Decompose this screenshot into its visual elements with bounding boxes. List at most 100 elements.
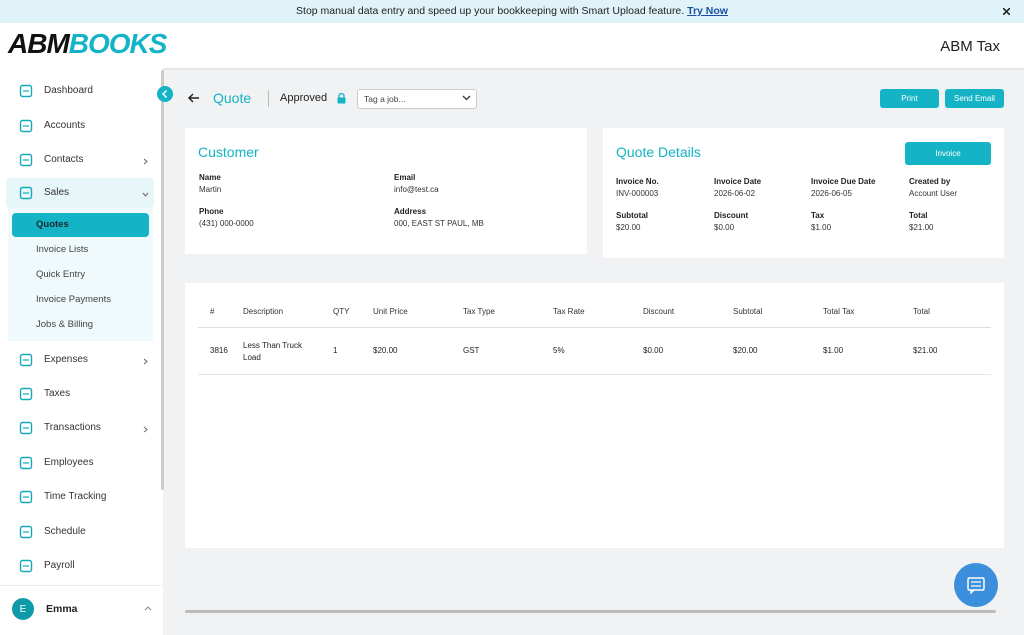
nav-icon [19,490,33,504]
quote-details-title: Quote Details [616,144,701,160]
sub-item[interactable]: Quotes [36,219,69,230]
sidebar [0,68,163,634]
field-value: info@test.ca [394,185,439,194]
sub-item[interactable]: Invoice Lists [36,244,89,255]
nav-item[interactable]: Transactions [44,422,101,433]
active-subitem-bg[interactable] [12,213,149,237]
field-label: Tax [811,211,825,220]
header [0,23,1024,68]
field-label: Subtotal [616,211,648,220]
column-header: Discount [643,307,675,316]
column-header: QTY [333,307,350,316]
column-header: Tax Type [463,307,495,316]
user-name: Emma [46,603,78,615]
field-label: Name [199,173,221,182]
nav-icon [19,186,33,200]
nav-item[interactable]: Contacts [44,154,84,165]
select-chevron [462,95,471,101]
collapse-sidebar[interactable] [157,86,173,102]
field-label: Invoice Due Date [811,177,876,186]
field-label: Email [394,173,416,182]
avatar: E [12,598,34,620]
logo-abm: ABM [8,28,70,59]
sub-item[interactable]: Quick Entry [36,269,86,280]
field-value: $20.00 [616,223,641,232]
field-label: Created by [909,177,951,186]
sidebar-scrollbar [161,70,164,490]
lock-icon [337,93,346,104]
banner-message: Stop manual data entry and speed up your… [296,5,685,17]
nav-chevron [143,426,148,433]
field-value: Account User [909,189,958,198]
field-label: Discount [714,211,749,220]
nav-icon [19,456,33,470]
nav-icon [19,119,33,133]
table-cell: GST [463,346,480,355]
field-value: 2026-06-02 [714,189,755,198]
nav-item[interactable]: Employees [44,457,94,468]
nav-item[interactable]: Payroll [44,560,75,571]
banner-text: Stop manual data entry and speed up your… [0,5,1024,17]
chat-button[interactable] [953,562,999,608]
nav-item[interactable]: Expenses [44,354,88,365]
logo-books: BOOKS [68,28,168,59]
field-value: (431) 000-0000 [199,219,254,228]
nav-icon [19,84,33,98]
nav-item[interactable]: Time Tracking [44,491,107,502]
nav-icon [19,421,33,435]
field-label: Address [394,207,427,216]
nav-icon [19,387,33,401]
field-value: Martin [199,185,222,194]
print-button[interactable]: Print [880,89,939,108]
company-name[interactable]: ABM Tax [940,38,1000,55]
nav-chevron [143,358,148,365]
field-value: $21.00 [909,223,934,232]
tag-job-select[interactable] [357,89,477,109]
nav-item[interactable]: Schedule [44,526,86,537]
column-header: Total [913,307,930,316]
nav-item[interactable]: Taxes [44,388,71,399]
logo[interactable]: ABMBOOKS [8,28,168,60]
back-arrow[interactable] [188,93,200,103]
field-value: 000, EAST ST PAUL, MB [394,219,484,228]
nav-icon [19,559,33,573]
field-label: Total [909,211,928,220]
column-header: Subtotal [733,307,763,316]
close-banner[interactable] [1003,8,1010,15]
field-value: 2026-06-05 [811,189,852,198]
sub-item[interactable]: Jobs & Billing [36,319,94,330]
table-cell: $20.00 [733,346,758,355]
table-cell: $1.00 [823,346,844,355]
banner [0,0,1024,23]
items-table [185,283,1004,548]
table-cell: $20.00 [373,346,398,355]
sub-item[interactable]: Invoice Payments [36,294,111,305]
field-value: INV-000003 [616,189,659,198]
customer-card [185,128,587,254]
header-rule [198,327,991,328]
nav-icon [19,353,33,367]
field-label: Phone [199,207,224,216]
send-email-button[interactable]: Send Email [945,89,1004,108]
row-rule [198,374,991,375]
table-cell: 3816 [210,346,228,355]
nav-item[interactable]: Sales [44,187,70,198]
nav-item[interactable]: Accounts [44,120,86,131]
column-header: # [210,307,215,316]
h-scrollbar [185,610,996,613]
column-header: Unit Price [373,307,408,316]
invoice-button[interactable]: Invoice [905,142,991,165]
page-title: Quote [213,90,252,106]
tag-placeholder: Tag a job... [364,94,406,104]
nav-item[interactable]: Dashboard [44,85,93,96]
divider [268,90,269,107]
field-label: Invoice No. [616,177,659,186]
nav-chevron [142,192,149,197]
column-header: Description [243,307,284,316]
field-value: $1.00 [811,223,832,232]
table-cell: 1 [333,346,338,355]
chevron-up [144,606,152,611]
field-value: $0.00 [714,223,735,232]
try-now-link[interactable]: Try Now [687,5,728,17]
